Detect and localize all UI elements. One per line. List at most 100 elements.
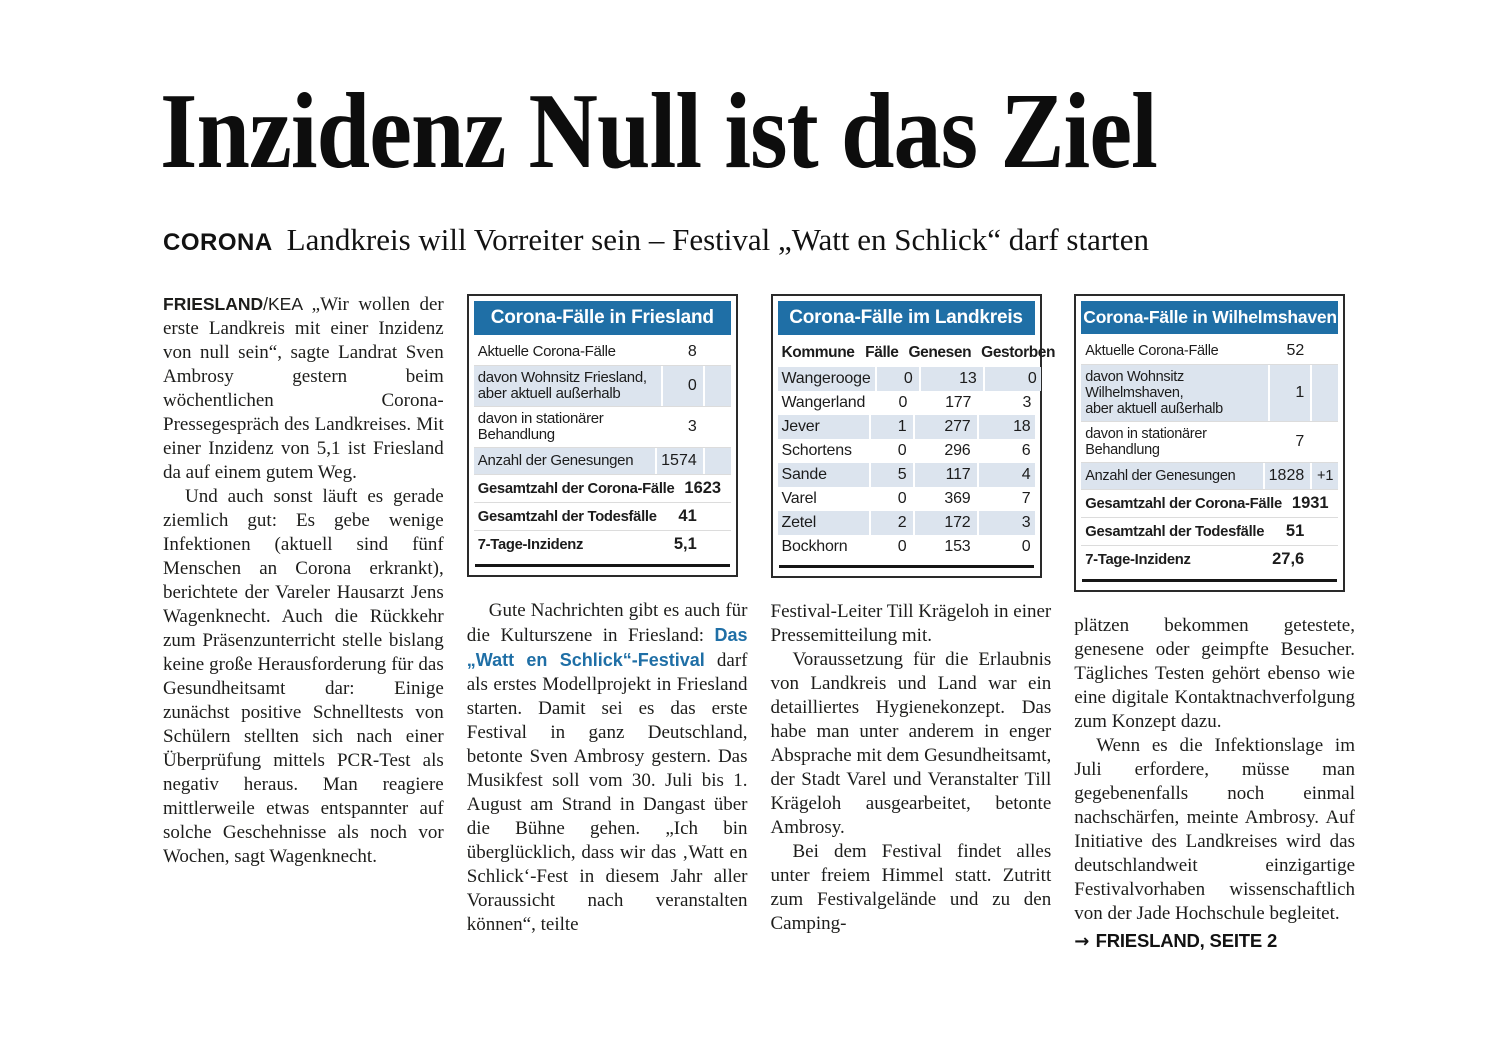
article-column-4: Corona-Fälle in Wilhelmshaven Aktuelle Co… (1074, 292, 1355, 954)
table-cell: 6 (1021, 442, 1031, 459)
article-paragraph: Voraussetzung für die Erlaubnis von Land… (770, 649, 1052, 838)
table-row: Wangerooge 0 13 0 (777, 367, 1041, 391)
table-label-text: davon in stationärer Behandlung (477, 410, 604, 443)
table-row: Wangerland 0 177 3 (778, 391, 1035, 415)
table-cell: 177 (945, 394, 972, 411)
table-cell: Schortens (781, 442, 852, 459)
article-paragraph: plätzen bekommen getestete, genesene ode… (1074, 615, 1355, 732)
table-label-text: Anzahl der Genesungen (1085, 468, 1236, 484)
table-cell-label: 7-Tage-Inzidenz (474, 531, 587, 558)
table-cell-label: 7-Tage-Inzidenz (1081, 546, 1194, 573)
table-cell: 13 (920, 367, 983, 391)
table-cell-extra (704, 448, 731, 474)
table-row: Jever 1 277 18 (777, 415, 1035, 439)
author-initials: /KEA (263, 294, 312, 314)
table-cell-value: 1 (1270, 365, 1311, 421)
table-cell-value: 27,6 (1272, 550, 1305, 568)
table-cell-extra (705, 531, 731, 558)
table-cell-extra (1312, 518, 1338, 545)
table-cell: Jever (777, 415, 869, 439)
table-cell-value: 8 (687, 343, 697, 360)
table-cell-label: Gesamtzahl der Corona-Fälle (1081, 490, 1286, 517)
article-paragraph: Gute Nachrichten gibt es auch für die Ku… (466, 600, 748, 935)
table-cell: 3 (978, 511, 1035, 535)
table-row: davon Wohnsitz Friesland, aber aktuell au… (473, 365, 731, 406)
table-cell-extra (705, 339, 731, 365)
table-row: davon Wohnsitz Wilhelmshaven, aber aktuel… (1081, 364, 1339, 421)
table-cell: Varel (781, 490, 817, 507)
table-cell: 117 (914, 463, 977, 487)
festival-highlight: Das „Watt en Schlick“-Festival (466, 625, 748, 670)
table-cell: 172 (914, 511, 977, 535)
table-cell: Sande (777, 463, 869, 487)
table-bottom-rule (1082, 579, 1338, 582)
article-paragraph: Bei dem Festival findet alles unter frei… (770, 841, 1052, 934)
table-cell-label: Gesamtzahl der Todesfälle (474, 503, 661, 530)
article-paragraph: FRIESLAND/KEA „Wir wollen der erste Land… (163, 294, 444, 483)
headline: Inzidenz Null ist das Ziel (160, 72, 1158, 191)
table-title: Corona-Fälle in Friesland (473, 301, 731, 335)
table-header-row: Kommune Fälle Genesen Gestorben (778, 339, 1056, 367)
table-row: Anzahl der Genesungen 1828 +1 (1081, 462, 1339, 489)
table-cell-extra (1337, 490, 1363, 517)
table-label-text: Aktuelle Corona-Fälle (477, 343, 616, 360)
table-cell-value: 51 (1285, 522, 1305, 540)
table-bottom-rule (474, 564, 730, 567)
table-cell: 5 (870, 463, 913, 487)
table-title: Corona-Fälle in Wilhelmshaven (1081, 301, 1339, 334)
table-row: davon in stationärer Behandlung 7 (1081, 421, 1339, 462)
table-cell-label: Aktuelle Corona-Fälle (1081, 338, 1268, 364)
article-paragraph: → FRIESLAND, SEITE 2 (1074, 929, 1355, 954)
table-label-text: 7-Tage-Inzidenz (1085, 551, 1191, 568)
table-cell: 0 (984, 367, 1041, 391)
table-cell: 0 (897, 490, 907, 507)
table-cell-value: 0 (662, 366, 703, 406)
table-cell-label: Gesamtzahl der Todesfälle (1081, 518, 1268, 545)
table-cell-extra: +1 (1312, 463, 1339, 489)
table-row: Gesamtzahl der Corona-Fälle 1931 (1081, 489, 1339, 517)
table-cell-extra (729, 475, 755, 502)
table-cell-label: Gesamtzahl der Corona-Fälle (474, 475, 679, 502)
table-cell-value: 1574 (657, 448, 703, 474)
table-row: Gesamtzahl der Todesfälle 51 (1081, 517, 1339, 545)
table-row: 7-Tage-Inzidenz 27,6 (1081, 545, 1339, 573)
table-label-text: Aktuelle Corona-Fälle (1085, 343, 1219, 359)
kicker: CORONA (163, 229, 273, 256)
table-row: Gesamtzahl der Todesfälle 41 (473, 502, 731, 530)
article-column-2: Corona-Fälle in Friesland Aktuelle Corona… (466, 292, 748, 954)
article-column-1: FRIESLAND/KEA „Wir wollen der erste Land… (163, 292, 444, 954)
table-cell: 2 (870, 511, 913, 535)
article-column-3: Corona-Fälle im Landkreis Kommune Fälle Gen… (770, 292, 1056, 954)
table-cell: 1 (870, 415, 913, 439)
table-cell: 153 (944, 538, 971, 555)
table-cell: 0 (1021, 538, 1031, 555)
table-cell: 369 (944, 490, 971, 507)
table-cell: 277 (914, 415, 977, 439)
table-cell: 296 (944, 442, 971, 459)
article-paragraph: Und auch sonst läuft es gerade ziemlich … (163, 486, 444, 867)
article-paragraph: Festival-Leiter Till Krägeloh in einer P… (770, 601, 1052, 646)
table-label-text: Gesamtzahl der Todesfälle (477, 508, 657, 525)
table-cell-value: 41 (678, 507, 697, 525)
table-cell: 0 (876, 367, 919, 391)
page-reference: FRIESLAND, SEITE 2 (1095, 930, 1278, 951)
table-cell-value: 5,1 (673, 535, 697, 553)
table-cell: Bockhorn (781, 538, 848, 555)
table-row: Zetel 2 172 3 (777, 511, 1035, 535)
table-cell-label: Anzahl der Genesungen (473, 448, 656, 474)
table-column-header: Genesen (908, 344, 972, 361)
table-cell-extra (1312, 338, 1338, 364)
table-cell: Zetel (777, 511, 869, 535)
table-row: Aktuelle Corona-Fälle 8 (474, 339, 731, 365)
table-column-header: Kommune (781, 344, 855, 361)
table-cell-value: 1623 (684, 479, 722, 497)
table-cell-label: davon in stationärer Behandlung (474, 407, 661, 447)
arrow-icon: → (1074, 931, 1096, 952)
table-label-text: davon Wohnsitz Friesland, aber aktuell au… (477, 369, 647, 402)
table-cell-label: Aktuelle Corona-Fälle (474, 339, 661, 365)
table-cell: Wangerooge (777, 367, 875, 391)
table-row: Sande 5 117 4 (777, 463, 1035, 487)
table-cell: 0 (898, 394, 908, 411)
table-row: Bockhorn 0 153 0 (778, 535, 1035, 559)
